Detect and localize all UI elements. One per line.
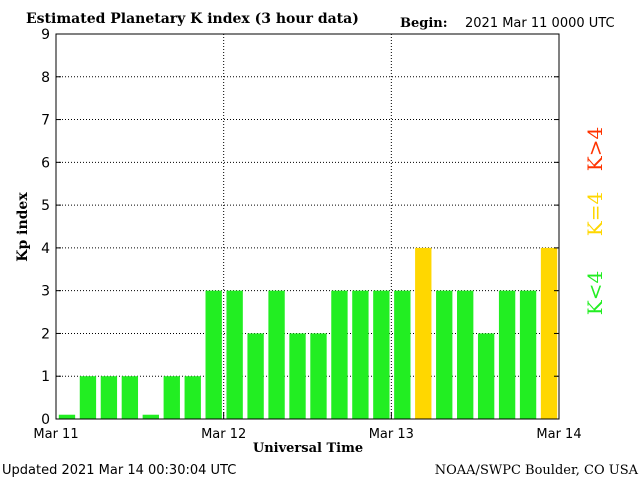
y-axis: 0 1 2 3 4 5 6 7 8 9	[41, 27, 559, 428]
kp-bar	[205, 290, 222, 419]
y-tick-label: 3	[41, 284, 50, 300]
x-axis-label: Universal Time	[253, 441, 363, 456]
y-tick-label: 5	[41, 198, 50, 214]
kp-bar	[184, 376, 201, 419]
kp-bar	[540, 247, 558, 419]
begin-value: 2021 Mar 11 0000 UTC	[465, 16, 615, 31]
kp-bar	[457, 290, 474, 419]
kp-bar	[58, 414, 76, 419]
legend-item: K=4	[583, 192, 607, 236]
y-tick-label: 9	[41, 27, 50, 43]
kp-bar	[289, 333, 306, 419]
x-tick-label: Mar 11	[33, 427, 78, 442]
x-tick-label: Mar 12	[201, 427, 246, 442]
kp-bar	[477, 333, 495, 419]
y-tick-label: 7	[41, 113, 50, 129]
y-tick-label: 0	[41, 412, 50, 428]
y-tick-label: 8	[41, 70, 50, 86]
kp-bar	[100, 376, 118, 419]
x-tick-label: Mar 14	[536, 427, 581, 442]
plot-frame	[55, 33, 560, 420]
kp-bar	[268, 290, 285, 419]
y-tick-label: 1	[41, 369, 50, 385]
source-text: NOAA/SWPC Boulder, CO USA	[435, 463, 639, 478]
kp-bar	[226, 290, 243, 419]
chart-title: Estimated Planetary K index (3 hour data…	[26, 11, 359, 27]
kp-bar	[373, 290, 390, 419]
legend-item: K<4	[583, 271, 607, 315]
x-axis: Mar 11 Mar 12 Mar 13 Mar 14	[33, 412, 582, 442]
kp-bar	[163, 376, 180, 419]
begin-label: Begin:	[400, 16, 448, 31]
kp-bar	[394, 290, 411, 419]
updated-text: Updated 2021 Mar 14 00:30:04 UTC	[2, 463, 236, 478]
kp-bar	[142, 414, 159, 419]
kp-bar	[331, 290, 348, 419]
y-tick-label: 6	[41, 155, 50, 171]
kp-bar	[436, 290, 453, 419]
kp-bar	[310, 333, 327, 419]
kp-bar	[352, 290, 369, 419]
kp-bar	[121, 376, 139, 419]
kp-bar	[79, 376, 97, 419]
y-tick-label: 4	[41, 241, 50, 257]
kp-bar	[498, 290, 516, 419]
y-axis-label: Kp index	[15, 192, 31, 262]
kp-bar	[519, 290, 537, 419]
grid	[56, 34, 559, 419]
bars	[58, 247, 558, 419]
kp-bar	[415, 247, 432, 419]
x-tick-label: Mar 13	[369, 427, 414, 442]
y-tick-label: 2	[41, 326, 50, 342]
legend: K<4 K=4 K>4	[583, 127, 607, 315]
kp-bar	[247, 333, 264, 419]
legend-item: K>4	[583, 127, 607, 171]
